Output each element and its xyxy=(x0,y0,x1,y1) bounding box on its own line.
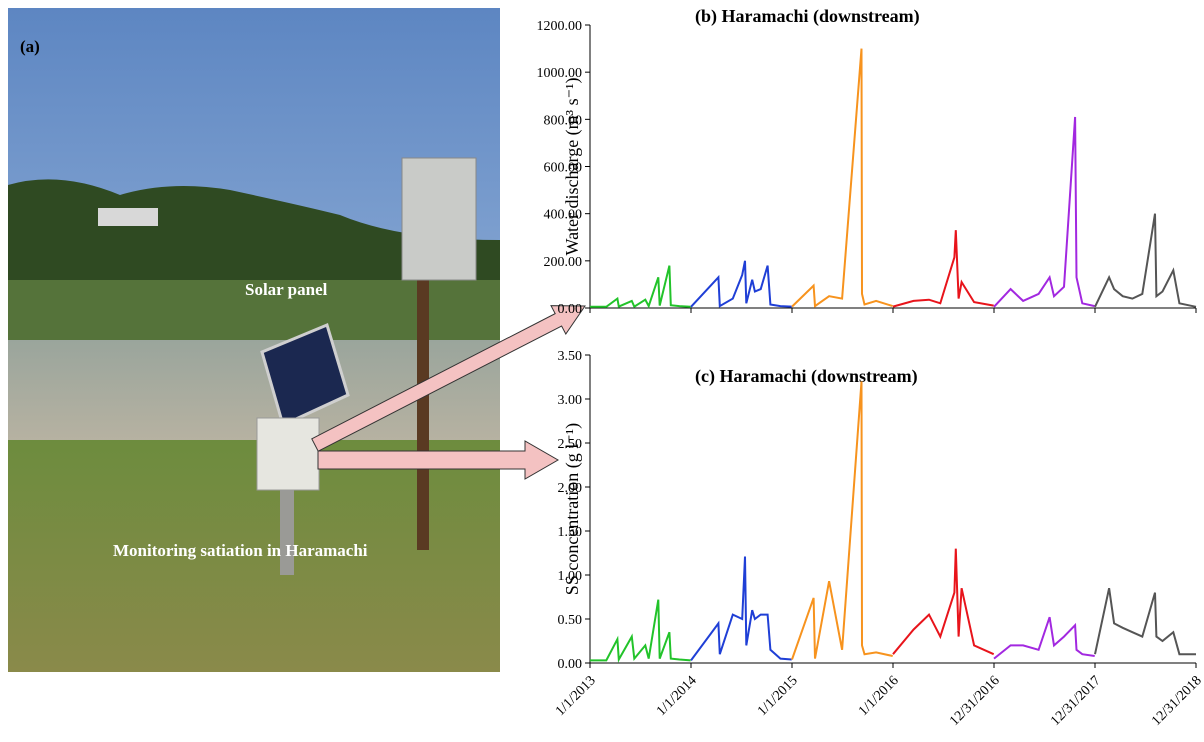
x-tick-label: 12/31/2018 xyxy=(1149,673,1204,729)
data-line xyxy=(1095,588,1196,654)
data-line xyxy=(1095,214,1196,307)
data-line xyxy=(691,557,792,661)
data-line xyxy=(691,261,792,307)
chart-title: (b) Haramachi (downstream) xyxy=(695,6,920,27)
logger-box xyxy=(257,418,319,490)
station-label: Monitoring satiation in Haramachi xyxy=(113,541,368,560)
y-tick-label: 200.00 xyxy=(544,255,583,270)
y-tick-label: 3.50 xyxy=(558,349,583,364)
chart-title: (c) Haramachi (downstream) xyxy=(695,366,918,387)
y-tick-label: 0.50 xyxy=(558,613,583,628)
x-tick-label: 12/31/2017 xyxy=(1048,673,1104,729)
data-line xyxy=(893,230,994,306)
photo xyxy=(8,8,500,672)
sign-post xyxy=(417,270,429,550)
data-line xyxy=(590,600,691,661)
x-tick-label: 1/1/2015 xyxy=(755,673,801,719)
data-line xyxy=(590,266,691,307)
y-tick-label: 3.00 xyxy=(558,393,583,408)
figure: (a) Solar panel Monitoring satiation in … xyxy=(0,0,1204,742)
y-axis-label: SS concentration (g l⁻¹) xyxy=(562,423,583,595)
x-tick-label: 1/1/2016 xyxy=(856,673,902,719)
data-line xyxy=(792,49,893,307)
photo-label: (a) xyxy=(20,37,40,56)
data-line xyxy=(994,617,1095,658)
x-tick-label: 12/31/2016 xyxy=(947,673,1003,729)
building xyxy=(98,208,158,226)
data-line xyxy=(893,549,994,655)
data-line xyxy=(792,381,893,659)
x-tick-label: 1/1/2014 xyxy=(654,673,700,719)
y-tick-label: 1200.00 xyxy=(537,19,583,34)
data-line xyxy=(994,117,1095,307)
y-tick-label: 0.00 xyxy=(558,302,583,317)
y-axis-label: Water discharge (m³ s⁻¹) xyxy=(562,78,583,256)
solar-label: Solar panel xyxy=(245,280,328,299)
x-tick-label: 1/1/2013 xyxy=(553,673,599,719)
y-tick-label: 0.00 xyxy=(558,657,583,672)
sign xyxy=(402,158,476,280)
